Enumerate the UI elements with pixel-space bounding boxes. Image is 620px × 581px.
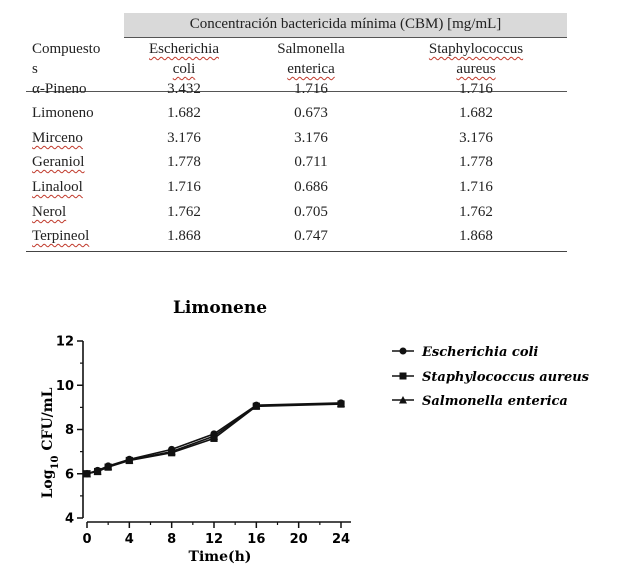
legend-triangle-marker: [399, 396, 407, 404]
y-tick-label: 8: [65, 423, 74, 438]
cell-ecoli: 3.176: [167, 130, 201, 146]
cell-salmonella: 0.711: [294, 154, 328, 170]
cell-salmonella: 0.686: [294, 179, 328, 195]
cell-ecoli: 1.868: [167, 228, 201, 244]
table-row: Terpineol 1.868 0.747 1.868: [26, 225, 567, 249]
cell-ecoli: 1.716: [167, 179, 201, 195]
group-header-text: Concentración bactericida mínima (CBM) […: [189, 16, 502, 32]
table-row: Geraniol 1.778 0.711 1.778: [26, 151, 567, 175]
col-header-ecoli: Escherichia coli: [124, 39, 244, 79]
cell-staph: 3.176: [459, 130, 493, 146]
cell-staph: 1.762: [459, 204, 493, 220]
col-header-line1: Escherichia: [149, 41, 219, 57]
x-tick-label: 12: [205, 532, 223, 547]
y-tick-label: 4: [65, 512, 74, 527]
col-header-line1: Compuesto: [32, 41, 101, 57]
cell-staph: 1.868: [459, 228, 493, 244]
cell-salmonella: 0.673: [294, 105, 328, 121]
col-header-line2: s: [32, 61, 38, 77]
legend-entry-salmonella: Salmonella enterica: [392, 394, 568, 409]
data-point: [125, 456, 134, 464]
cell-staph: 1.716: [459, 179, 493, 195]
x-tick-label: 20: [290, 532, 308, 547]
data-point: [252, 401, 261, 410]
col-header-line2: enterica: [287, 61, 335, 77]
table-row: Mirceno 3.176 3.176 3.176: [26, 127, 567, 151]
compound-name: Limoneno: [32, 105, 94, 121]
x-tick-label: 8: [167, 532, 176, 547]
compound-name: α-Pineno: [32, 81, 87, 97]
x-tick-label: 16: [247, 532, 265, 547]
cell-salmonella: 0.747: [294, 228, 328, 244]
cell-ecoli: 3.432: [167, 81, 201, 97]
data-point: [337, 399, 345, 407]
compound-name: Geraniol: [32, 154, 85, 170]
data-point: [167, 447, 176, 456]
chart-title: Limonene: [173, 298, 267, 318]
cell-staph: 1.778: [459, 154, 493, 170]
y-tick-label: 6: [65, 467, 74, 482]
y-tick-label: 10: [56, 379, 74, 394]
table-row: α-Pineno 3.432 1.716 1.716: [26, 78, 567, 102]
data-point: [83, 469, 91, 478]
legend-entry-ecoli: Escherichia coli: [392, 345, 538, 360]
cell-salmonella: 3.176: [294, 130, 328, 146]
data-point: [210, 432, 218, 440]
y-tick-label: 12: [56, 335, 74, 350]
col-header-compounds: Compuesto s: [32, 39, 122, 79]
cell-ecoli: 1.762: [167, 204, 201, 220]
compound-name: Linalool: [32, 179, 83, 195]
series-line: [86, 402, 342, 475]
legend-label: Escherichia coli: [421, 345, 538, 360]
legend-square-marker: [399, 372, 407, 380]
cell-ecoli: 1.682: [167, 105, 201, 121]
column-header-rule: [26, 91, 567, 92]
chart-plot-area: [83, 399, 345, 478]
table-row: Limoneno 1.682 0.673 1.682: [26, 102, 567, 126]
cell-salmonella: 1.716: [294, 81, 328, 97]
table-bottom-rule: [26, 251, 567, 252]
data-point: [104, 462, 113, 471]
series-triangle: [83, 399, 345, 478]
chart-legend: Escherichia coli Staphylococcus aureus S…: [392, 345, 590, 409]
cell-staph: 1.716: [459, 81, 493, 97]
x-tick-label: 0: [82, 532, 91, 547]
legend-label: Staphylococcus aureus: [422, 370, 590, 385]
col-header-line2: aureus: [456, 61, 496, 77]
col-header-line2: coli: [172, 61, 196, 77]
col-header-line1: Salmonella: [277, 41, 345, 57]
group-header: Concentración bactericida mínima (CBM) […: [124, 13, 567, 37]
col-header-line1: Staphylococcus: [428, 41, 524, 57]
legend-label: Salmonella enterica: [422, 394, 568, 409]
header-rule: [124, 37, 567, 38]
cell-ecoli: 1.778: [167, 154, 201, 170]
compound-name: Nerol: [32, 204, 67, 220]
table-row: Nerol 1.762 0.705 1.762: [26, 201, 567, 225]
legend-circle-marker: [399, 347, 407, 355]
compound-name: Mirceno: [32, 130, 83, 146]
data-point: [93, 467, 102, 475]
cell-salmonella: 0.705: [294, 204, 328, 220]
col-header-salmonella: Salmonella enterica: [246, 39, 376, 79]
x-tick-label: 4: [125, 532, 134, 547]
y-axis-label: Log10 CFU/mL: [40, 387, 61, 498]
compound-name: Terpineol: [32, 228, 90, 244]
cell-staph: 1.682: [459, 105, 493, 121]
legend-entry-staph: Staphylococcus aureus: [392, 370, 590, 385]
table-row: Linalool 1.716 0.686 1.716: [26, 176, 567, 200]
x-axis-label: Time(h): [189, 549, 252, 565]
x-tick-label: 24: [332, 532, 350, 547]
col-header-staph: Staphylococcus aureus: [386, 39, 566, 79]
